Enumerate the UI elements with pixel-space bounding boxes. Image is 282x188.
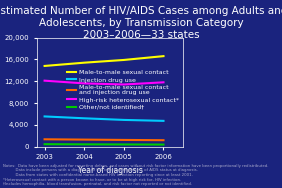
Other/not identified† — [43, 143, 46, 145]
Line: High-risk heterosexual contact*: High-risk heterosexual contact* — [45, 81, 164, 84]
Male-to-male sexual contact — [162, 55, 165, 57]
High-risk heterosexual contact* — [122, 83, 125, 86]
Male-to-male sexual contact — [43, 65, 46, 67]
Injection drug use — [83, 117, 86, 119]
High-risk heterosexual contact* — [43, 80, 46, 82]
Male-to-male sexual contact
and injection drug use — [122, 139, 125, 141]
X-axis label: Year of diagnosis: Year of diagnosis — [78, 166, 142, 175]
Male-to-male sexual contact
and injection drug use — [162, 139, 165, 141]
Text: Estimated Number of HIV/AIDS Cases among Adults and
Adolescents, by Transmission: Estimated Number of HIV/AIDS Cases among… — [0, 6, 282, 40]
Male-to-male sexual contact
and injection drug use — [43, 138, 46, 140]
Male-to-male sexual contact — [122, 59, 125, 61]
Other/not identified† — [83, 143, 86, 146]
Injection drug use — [162, 120, 165, 122]
High-risk heterosexual contact* — [162, 81, 165, 83]
Male-to-male sexual contact
and injection drug use — [83, 139, 86, 141]
Line: Injection drug use: Injection drug use — [45, 116, 164, 121]
Text: Notes:  Data have been adjusted for reporting delays, and cases without risk fac: Notes: Data have been adjusted for repor… — [3, 164, 268, 186]
Legend: Male-to-male sexual contact, Injection drug use, Male-to-male sexual contact
and: Male-to-male sexual contact, Injection d… — [66, 69, 180, 111]
Injection drug use — [43, 115, 46, 118]
Line: Other/not identified†: Other/not identified† — [45, 144, 164, 145]
Injection drug use — [122, 119, 125, 121]
Other/not identified† — [162, 143, 165, 146]
Line: Male-to-male sexual contact: Male-to-male sexual contact — [45, 56, 164, 66]
Line: Male-to-male sexual contact
and injection drug use: Male-to-male sexual contact and injectio… — [45, 139, 164, 140]
Other/not identified† — [122, 143, 125, 146]
Male-to-male sexual contact — [83, 61, 86, 64]
High-risk heterosexual contact* — [83, 82, 86, 85]
